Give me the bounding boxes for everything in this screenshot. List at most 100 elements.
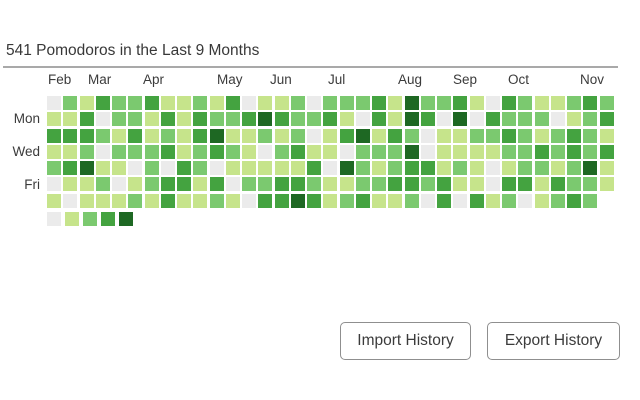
heatmap-cell [112, 177, 126, 192]
heatmap-cell [160, 96, 175, 110]
heatmap-cell [550, 96, 565, 110]
heatmap-cell [420, 128, 435, 143]
heatmap-cell [79, 193, 94, 208]
heatmap-cell [144, 193, 159, 208]
heatmap-cell [453, 112, 468, 127]
heatmap-cell [79, 161, 94, 176]
heatmap-cell [469, 177, 484, 192]
heatmap-cell [339, 128, 354, 143]
heatmap-cell [485, 128, 500, 143]
heatmap-cell [209, 193, 224, 208]
heatmap-cell [63, 128, 78, 143]
heatmap-cell [258, 128, 273, 143]
heatmap-cell [583, 128, 598, 143]
heatmap-cell [177, 161, 191, 176]
heatmap-cell [79, 177, 94, 192]
heatmap-cell [437, 112, 451, 127]
heatmap-cell [128, 177, 143, 192]
heatmap-cell [193, 193, 208, 208]
heatmap-cell [258, 144, 273, 159]
heatmap-cell [339, 177, 354, 192]
heatmap-cell [242, 112, 256, 127]
heatmap-cell [550, 128, 565, 143]
heatmap-cell [112, 112, 126, 127]
heatmap-cell [79, 96, 94, 110]
heatmap-cell [518, 96, 533, 110]
heatmap-cell [47, 128, 61, 143]
legend-swatch [47, 212, 61, 226]
heatmap-cell [63, 177, 78, 192]
heatmap-cell [355, 144, 370, 159]
heatmap-cell [112, 161, 126, 176]
heatmap-cell [290, 177, 305, 192]
month-labels: Feb Mar Apr May Jun Jul Aug Sep Oct Nov [0, 72, 640, 90]
heatmap-cell [242, 161, 256, 176]
heatmap-cell [518, 144, 533, 159]
heatmap-cell [177, 112, 191, 127]
heatmap-cell [485, 161, 500, 176]
heatmap-cell [128, 128, 143, 143]
heatmap-cell [567, 177, 581, 192]
heatmap-cell [372, 161, 386, 176]
heatmap-cell [453, 193, 468, 208]
heatmap-cell [469, 112, 484, 127]
heatmap-cell [534, 177, 549, 192]
heatmap-cell [502, 128, 516, 143]
month-label: Jun [270, 72, 292, 87]
heatmap-cell [339, 193, 354, 208]
heatmap-cell [502, 144, 516, 159]
heatmap-cell [177, 193, 191, 208]
heatmap-cell [193, 144, 208, 159]
heatmap-cell [404, 144, 419, 159]
heatmap-cell [420, 193, 435, 208]
heatmap-cell [290, 128, 305, 143]
heatmap-cell [388, 128, 403, 143]
heatmap-cell [112, 144, 126, 159]
heatmap-cell [307, 128, 321, 143]
heatmap-cell [144, 128, 159, 143]
heatmap-cell [225, 161, 240, 176]
heatmap-cell [453, 161, 468, 176]
heatmap-cell [469, 193, 484, 208]
heatmap-cell [274, 193, 289, 208]
heatmap-cell [209, 96, 224, 110]
heatmap-cell [339, 144, 354, 159]
heatmap-cell [144, 112, 159, 127]
heatmap-cell [193, 128, 208, 143]
heatmap-cell [453, 128, 468, 143]
heatmap-cell [567, 161, 581, 176]
import-history-button[interactable]: Import History [340, 322, 471, 360]
heatmap-cell [599, 144, 614, 159]
heatmap-cell [518, 177, 533, 192]
heatmap-cell [420, 161, 435, 176]
heatmap-cell [242, 144, 256, 159]
heatmap-cell [160, 128, 175, 143]
heatmap-cell [95, 144, 110, 159]
heatmap-cell [550, 161, 565, 176]
heatmap-cell [63, 96, 78, 110]
heatmap-cell [339, 161, 354, 176]
heatmap-cell [79, 128, 94, 143]
heatmap-cell [258, 96, 273, 110]
export-history-button[interactable]: Export History [487, 322, 620, 360]
heatmap-cell [160, 144, 175, 159]
heatmap-cell [274, 96, 289, 110]
day-labels: Mon Wed Fri [0, 96, 41, 216]
heatmap-cell [420, 112, 435, 127]
heatmap-cell [469, 128, 484, 143]
heatmap-cell [160, 177, 175, 192]
heatmap-cell [502, 161, 516, 176]
heatmap-cell [339, 112, 354, 127]
heatmap-cell [355, 112, 370, 127]
heatmap-cell [404, 177, 419, 192]
heatmap-cell [258, 161, 273, 176]
heatmap-cell [404, 193, 419, 208]
heatmap-cell [583, 177, 598, 192]
month-label: Aug [398, 72, 423, 87]
heatmap-cell [567, 96, 581, 110]
day-label: Mon [13, 111, 40, 126]
heatmap-cell [372, 96, 386, 110]
heatmap-cell [209, 161, 224, 176]
heatmap-cell [534, 112, 549, 127]
heatmap-cell [599, 128, 614, 143]
